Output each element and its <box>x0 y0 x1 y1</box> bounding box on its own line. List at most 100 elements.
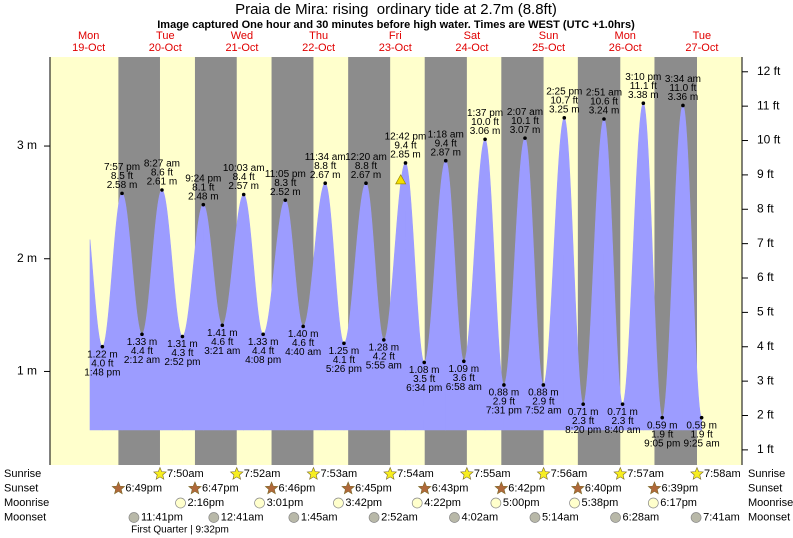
sun-icon <box>690 466 704 480</box>
moon-icon <box>333 497 344 509</box>
tide-area <box>302 182 326 431</box>
day-date: 22-Oct <box>302 42 335 54</box>
extreme-label: 6:58 am <box>446 382 482 393</box>
tide-extreme <box>502 383 506 387</box>
tide-extreme <box>220 323 225 328</box>
extreme-label: 6:34 pm <box>406 383 442 394</box>
extreme-label: 2.48 m <box>188 191 219 202</box>
tide-area <box>222 193 245 431</box>
tide-area <box>262 199 286 431</box>
row-time: 3:01pm <box>267 497 304 509</box>
extreme-label: 8:20 pm <box>565 425 601 436</box>
extreme-label: 4.4 ft <box>252 346 274 357</box>
day-date: 25-Oct <box>532 42 565 54</box>
tide-area <box>484 138 505 431</box>
extreme-label: 3.25 m <box>549 105 580 116</box>
tide-area <box>563 116 584 431</box>
extreme-label: 2.87 m <box>430 147 461 158</box>
extreme-label: 7:57 pm <box>104 162 140 173</box>
row-time: 5:00pm <box>503 497 540 509</box>
extreme-label: 8.4 ft <box>233 172 255 183</box>
row-time: 7:58am <box>704 468 741 480</box>
tide-extreme <box>443 158 448 163</box>
extreme-label: 1.33 m <box>248 337 279 348</box>
row-time: 6:46pm <box>279 482 316 494</box>
y2-tick-label: 2 ft <box>757 408 774 422</box>
row-time: 6:17pm <box>660 497 697 509</box>
tide-extreme <box>261 332 265 337</box>
tide-extreme <box>699 415 704 420</box>
extreme-label: 12:20 am <box>345 152 387 163</box>
day-date: 23-Oct <box>379 42 412 54</box>
tide-extreme <box>100 344 105 349</box>
day-weekday: Tue <box>693 30 712 42</box>
row-label: Moonrise <box>4 497 49 509</box>
extreme-label: 10:03 am <box>223 163 265 174</box>
extreme-label: 4.0 ft <box>91 358 113 369</box>
day-date: 19-Oct <box>72 42 105 54</box>
extreme-label: 8.5 ft <box>111 171 133 182</box>
chart-title: Praia de Mira: rising ordinary tide at 2… <box>235 1 557 18</box>
row-label: Sunset <box>748 482 782 494</box>
day-weekday: Fri <box>389 30 402 42</box>
row-label: Moonset <box>4 511 46 523</box>
extreme-label: 4.2 ft <box>373 352 395 363</box>
day-weekday: Tue <box>156 30 175 42</box>
tide-extreme <box>602 117 606 121</box>
row-time: 6:40pm <box>585 482 622 494</box>
tide-extreme <box>660 415 665 420</box>
extreme-label: 4.6 ft <box>211 337 233 348</box>
y2-tick-label: 7 ft <box>757 236 774 250</box>
tide-area <box>102 192 123 431</box>
extreme-label: 8.3 ft <box>274 178 296 189</box>
y2-tick-label: 3 ft <box>757 373 774 387</box>
extreme-label: 4.4 ft <box>131 346 153 357</box>
extreme-label: 1.08 m <box>409 365 440 376</box>
tide-area <box>203 204 223 431</box>
sun-icon <box>494 481 509 495</box>
day-weekday: Mon <box>615 30 636 42</box>
row-label: Sunset <box>4 482 38 494</box>
extreme-label: 9.4 ft <box>394 141 416 152</box>
tide-area <box>383 162 406 431</box>
tide-area <box>524 137 544 431</box>
day-weekday: Thu <box>309 30 328 42</box>
tide-extreme <box>422 360 427 365</box>
extreme-label: 5:55 am <box>366 361 402 372</box>
tide-area <box>503 137 526 431</box>
tide-area <box>161 189 183 431</box>
extreme-label: 10.1 ft <box>511 116 539 127</box>
row-time: 5:38pm <box>582 497 619 509</box>
tide-area <box>445 159 465 431</box>
tide-area <box>343 182 367 431</box>
row-label: Moonrise <box>748 497 793 509</box>
sun-icon <box>341 481 356 495</box>
row-time: 7:56am <box>551 468 588 480</box>
extreme-label: 1:37 pm <box>467 108 503 119</box>
extreme-label: 11.1 ft <box>630 81 657 92</box>
extreme-label: 9:25 am <box>684 438 720 449</box>
tide-extreme <box>382 338 386 342</box>
extreme-label: 3:10 pm <box>625 72 661 83</box>
extreme-label: 1.9 ft <box>690 429 712 440</box>
extreme-label: 4:08 pm <box>245 355 281 366</box>
tide-area <box>285 199 304 431</box>
y2-tick-label: 4 ft <box>757 339 774 353</box>
tide-extreme <box>140 332 144 337</box>
tide-area <box>365 182 385 431</box>
tide-area <box>182 204 204 431</box>
row-time: 6:43pm <box>432 482 469 494</box>
tide-extreme <box>641 101 646 106</box>
y2-tick-label: 5 ft <box>757 305 774 319</box>
row-label: Moonset <box>748 511 790 523</box>
tide-area <box>121 192 143 431</box>
extreme-label: 12:42 pm <box>385 132 427 143</box>
tide-extreme <box>562 116 567 120</box>
y2-tick-label: 10 ft <box>757 133 781 147</box>
tide-extreme <box>120 191 124 196</box>
extreme-label: 2:51 am <box>586 88 622 99</box>
tide-extreme <box>323 181 328 186</box>
tide-area <box>324 182 345 431</box>
y2-tick-label: 12 ft <box>757 64 781 78</box>
day-weekday: Sat <box>464 30 481 42</box>
